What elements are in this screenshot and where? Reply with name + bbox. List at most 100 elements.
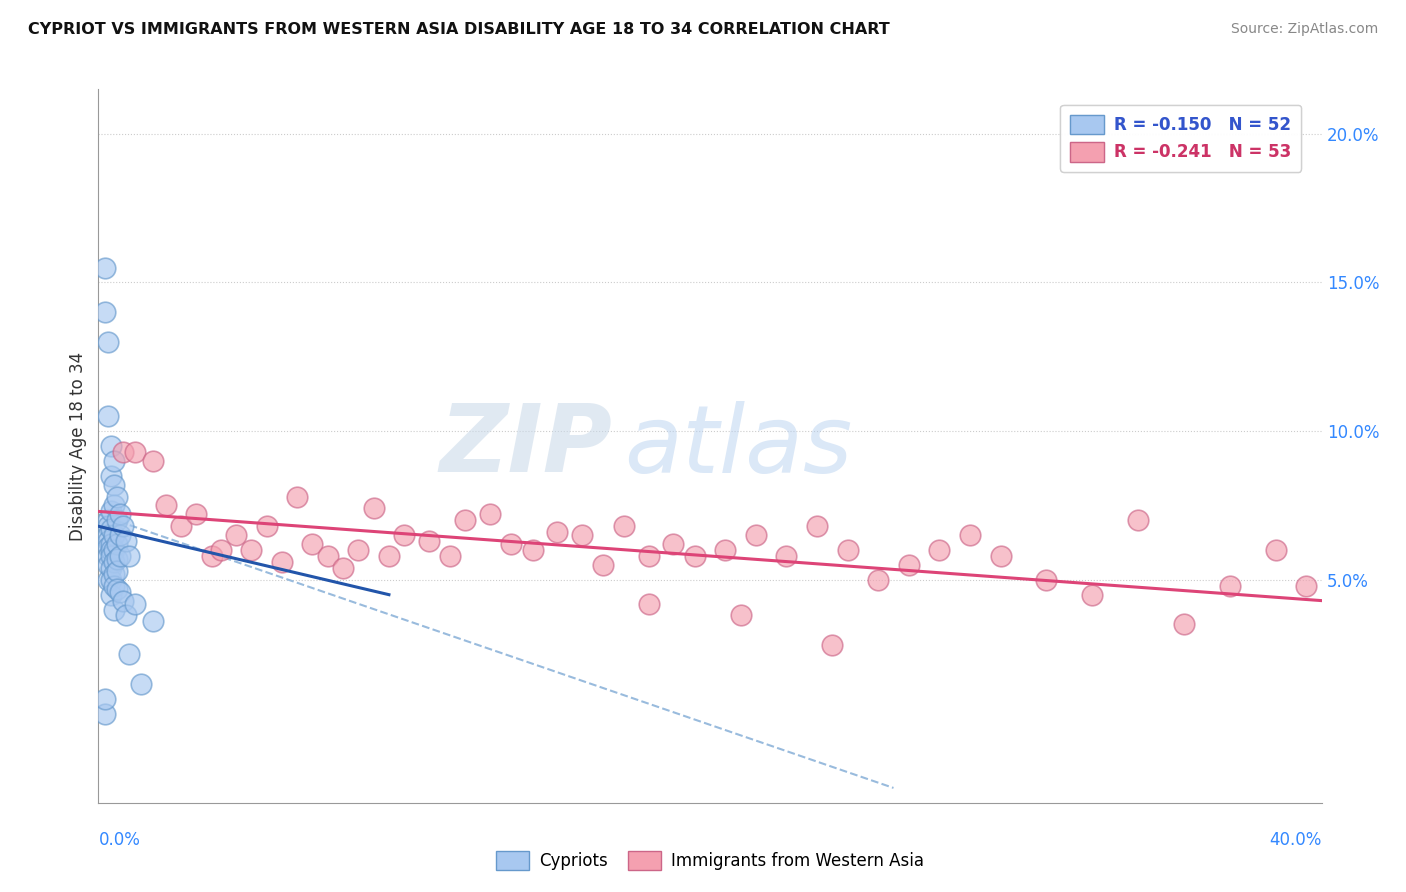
Point	[1219, 579, 1241, 593]
Point	[93, 305, 115, 319]
Point	[93, 706, 115, 721]
Point	[546, 525, 568, 540]
Point	[97, 558, 120, 572]
Point	[103, 543, 125, 558]
Point	[103, 528, 125, 542]
Point	[105, 552, 128, 566]
Point	[100, 588, 122, 602]
Point	[378, 549, 401, 563]
Point	[285, 490, 308, 504]
Point	[821, 638, 844, 652]
Text: 40.0%: 40.0%	[1270, 831, 1322, 849]
Point	[103, 602, 125, 616]
Y-axis label: Disability Age 18 to 34: Disability Age 18 to 34	[69, 351, 87, 541]
Point	[103, 454, 125, 468]
Point	[111, 593, 134, 607]
Point	[1264, 543, 1286, 558]
Point	[990, 549, 1012, 563]
Point	[100, 537, 122, 551]
Point	[118, 647, 141, 661]
Point	[501, 537, 523, 551]
Point	[103, 566, 125, 581]
Point	[928, 543, 950, 558]
Point	[392, 528, 416, 542]
Point	[111, 445, 134, 459]
Point	[662, 537, 685, 551]
Point	[103, 555, 125, 569]
Point	[270, 555, 292, 569]
Point	[97, 540, 120, 554]
Point	[97, 534, 120, 549]
Point	[478, 508, 501, 522]
Point	[418, 534, 440, 549]
Point	[730, 608, 752, 623]
Point	[100, 522, 122, 536]
Point	[225, 528, 247, 542]
Point	[108, 584, 131, 599]
Point	[97, 409, 120, 424]
Point	[97, 334, 120, 349]
Point	[897, 558, 920, 572]
Point	[100, 543, 122, 558]
Point	[118, 549, 141, 563]
Point	[142, 615, 165, 629]
Point	[522, 543, 544, 558]
Point	[103, 579, 125, 593]
Point	[105, 564, 128, 578]
Point	[637, 549, 661, 563]
Point	[714, 543, 737, 558]
Point	[209, 543, 232, 558]
Point	[108, 508, 131, 522]
Point	[100, 573, 122, 587]
Point	[1295, 579, 1317, 593]
Point	[93, 260, 115, 275]
Point	[837, 543, 859, 558]
Point	[439, 549, 461, 563]
Point	[100, 504, 122, 518]
Point	[100, 561, 122, 575]
Point	[124, 445, 146, 459]
Point	[115, 534, 138, 549]
Point	[745, 528, 768, 542]
Point	[115, 608, 138, 623]
Point	[142, 454, 165, 468]
Point	[1081, 588, 1104, 602]
Point	[103, 499, 125, 513]
Point	[108, 528, 131, 542]
Point	[100, 468, 122, 483]
Text: atlas: atlas	[624, 401, 852, 491]
Point	[124, 597, 146, 611]
Text: Source: ZipAtlas.com: Source: ZipAtlas.com	[1230, 22, 1378, 37]
Point	[613, 519, 636, 533]
Text: ZIP: ZIP	[439, 400, 612, 492]
Text: 0.0%: 0.0%	[98, 831, 141, 849]
Point	[129, 677, 152, 691]
Point	[1173, 617, 1195, 632]
Point	[637, 597, 661, 611]
Point	[97, 573, 120, 587]
Point	[316, 549, 339, 563]
Point	[806, 519, 828, 533]
Point	[105, 537, 128, 551]
Point	[240, 543, 263, 558]
Point	[186, 508, 208, 522]
Point	[97, 528, 120, 542]
Point	[775, 549, 797, 563]
Point	[108, 549, 131, 563]
Point	[959, 528, 981, 542]
Point	[105, 490, 128, 504]
Point	[97, 549, 120, 563]
Point	[256, 519, 278, 533]
Point	[1128, 513, 1150, 527]
Point	[111, 519, 134, 533]
Point	[97, 519, 120, 533]
Point	[868, 573, 890, 587]
Point	[105, 513, 128, 527]
Point	[105, 582, 128, 596]
Point	[200, 549, 222, 563]
Point	[93, 691, 115, 706]
Point	[592, 558, 614, 572]
Point	[155, 499, 177, 513]
Point	[332, 561, 354, 575]
Point	[347, 543, 370, 558]
